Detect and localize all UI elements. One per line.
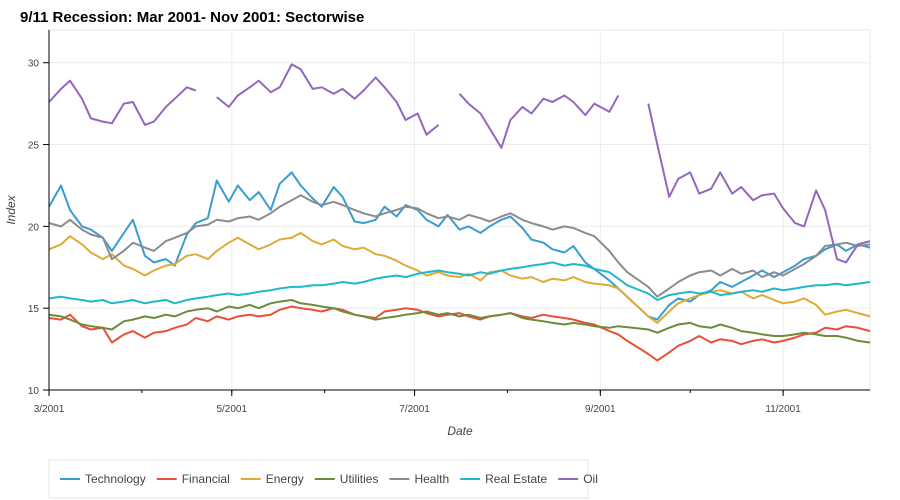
series-line-health <box>48 194 871 298</box>
legend-label-health: Health <box>414 472 449 486</box>
legend-label-utilities: Utilities <box>340 472 379 486</box>
legend-label-oil: Oil <box>583 472 598 486</box>
y-tick-label: 20 <box>28 222 40 233</box>
series-line-oil <box>48 63 871 264</box>
y-tick-label: 15 <box>28 304 40 315</box>
legend-label-technology: Technology <box>85 472 146 486</box>
series-lines <box>48 63 871 362</box>
x-tick-label: 9/2001 <box>585 404 616 415</box>
y-tick-label: 25 <box>28 141 40 152</box>
legend-label-financial: Financial <box>182 472 230 486</box>
x-tick-label: 5/2001 <box>216 404 247 415</box>
y-axis-label: Index <box>4 194 18 224</box>
series-line-technology <box>48 171 871 321</box>
x-axis: 3/2001 5/2001 7/2001 9/2001 11/2001 <box>34 389 870 415</box>
x-tick-label: 11/2001 <box>765 404 801 415</box>
series-line-utilities <box>48 299 871 344</box>
x-tick-label: 7/2001 <box>399 404 430 415</box>
y-axis: 10 15 20 25 30 <box>28 30 50 397</box>
legend: Technology Financial Energy Utilities Health… <box>48 459 598 499</box>
x-tick-label: 3/2001 <box>34 404 65 415</box>
y-tick-label: 10 <box>28 386 40 397</box>
legend-label-energy: Energy <box>266 472 304 486</box>
plot-area <box>48 29 871 391</box>
series-line-real-estate <box>48 261 871 305</box>
y-tick-label: 30 <box>28 59 40 70</box>
x-axis-label: Date <box>447 424 473 438</box>
legend-label-real-estate: Real Estate <box>485 472 547 486</box>
chart-title: 9/11 Recession: Mar 2001- Nov 2001: Sect… <box>20 9 364 26</box>
